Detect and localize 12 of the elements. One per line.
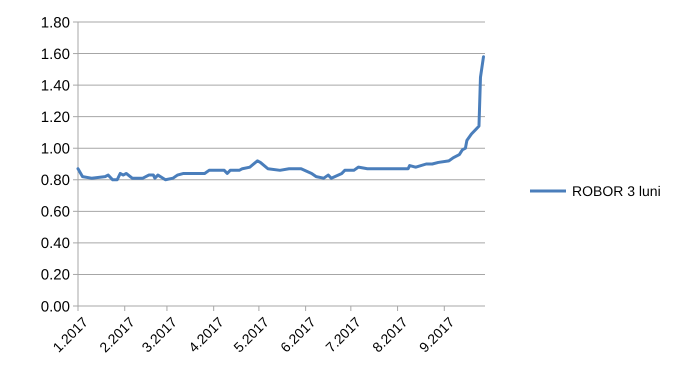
y-tick-label: 0.60 <box>40 204 70 221</box>
legend-label: ROBOR 3 luni <box>572 182 661 199</box>
y-tick-label: 0.20 <box>40 266 70 284</box>
y-tick-label: 1.40 <box>40 77 70 94</box>
y-tick-label: 1.80 <box>40 14 70 32</box>
y-tick-label: 1.20 <box>40 108 70 126</box>
y-tick-label: 0.80 <box>40 172 70 190</box>
y-tick-label: 1.60 <box>40 46 70 63</box>
y-tick-label: 0.40 <box>40 235 70 252</box>
y-tick-label: 1.00 <box>40 140 70 158</box>
line-series <box>76 55 485 182</box>
y-tick-label: 0.00 <box>40 298 70 316</box>
